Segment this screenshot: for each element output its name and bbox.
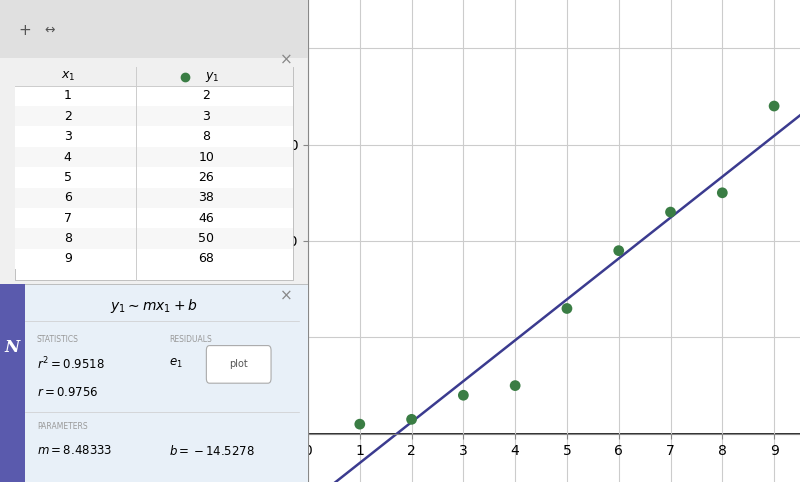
Text: RESIDUALS: RESIDUALS xyxy=(170,335,212,344)
FancyBboxPatch shape xyxy=(15,208,293,228)
Text: 46: 46 xyxy=(198,212,214,225)
Text: 26: 26 xyxy=(198,171,214,184)
Point xyxy=(716,189,729,197)
Point xyxy=(509,382,522,389)
Text: 1: 1 xyxy=(64,90,72,103)
FancyBboxPatch shape xyxy=(15,67,293,86)
Text: 3: 3 xyxy=(64,130,72,143)
Point xyxy=(405,415,418,423)
Text: plot: plot xyxy=(230,360,248,369)
FancyBboxPatch shape xyxy=(206,346,271,383)
Text: $r = 0.9756$: $r = 0.9756$ xyxy=(37,387,98,399)
Text: ↔: ↔ xyxy=(44,24,54,37)
Text: 3: 3 xyxy=(202,110,210,123)
Point xyxy=(664,208,677,216)
Text: 10: 10 xyxy=(198,150,214,163)
Point xyxy=(457,391,470,399)
Text: 7: 7 xyxy=(64,212,72,225)
FancyBboxPatch shape xyxy=(0,0,308,58)
Point xyxy=(612,247,625,254)
Text: 6: 6 xyxy=(64,191,72,204)
Text: 2: 2 xyxy=(202,90,210,103)
FancyBboxPatch shape xyxy=(15,106,293,126)
Text: +: + xyxy=(18,23,31,38)
Text: ×: × xyxy=(280,289,293,304)
FancyBboxPatch shape xyxy=(15,147,293,167)
FancyBboxPatch shape xyxy=(0,284,308,482)
Point xyxy=(768,102,781,110)
Text: N: N xyxy=(5,338,20,356)
FancyBboxPatch shape xyxy=(15,187,293,208)
Text: $m = 8.48333$: $m = 8.48333$ xyxy=(37,444,113,457)
Text: $r^2 = 0.9518$: $r^2 = 0.9518$ xyxy=(37,356,105,372)
FancyBboxPatch shape xyxy=(15,228,293,249)
Text: $b = -14.5278$: $b = -14.5278$ xyxy=(170,443,255,458)
Text: 50: 50 xyxy=(198,232,214,245)
FancyBboxPatch shape xyxy=(0,284,25,482)
Text: 8: 8 xyxy=(202,130,210,143)
Text: 68: 68 xyxy=(198,252,214,265)
Text: 4: 4 xyxy=(64,150,72,163)
Text: $y_1$: $y_1$ xyxy=(206,69,220,84)
FancyBboxPatch shape xyxy=(15,249,293,269)
Point xyxy=(354,420,366,428)
Text: 8: 8 xyxy=(64,232,72,245)
FancyBboxPatch shape xyxy=(15,86,293,106)
Text: 5: 5 xyxy=(64,171,72,184)
Text: ×: × xyxy=(280,53,293,68)
Text: $e_1$: $e_1$ xyxy=(170,357,183,371)
Text: 38: 38 xyxy=(198,191,214,204)
Text: $y_1 \sim mx_1 + b$: $y_1 \sim mx_1 + b$ xyxy=(110,297,198,315)
Text: 9: 9 xyxy=(64,252,72,265)
Point xyxy=(561,305,574,312)
FancyBboxPatch shape xyxy=(15,126,293,147)
Text: $x_1$: $x_1$ xyxy=(61,70,75,83)
Text: PARAMETERS: PARAMETERS xyxy=(37,422,87,431)
Text: STATISTICS: STATISTICS xyxy=(37,335,79,344)
FancyBboxPatch shape xyxy=(15,167,293,187)
FancyBboxPatch shape xyxy=(15,67,293,280)
Text: 2: 2 xyxy=(64,110,72,123)
